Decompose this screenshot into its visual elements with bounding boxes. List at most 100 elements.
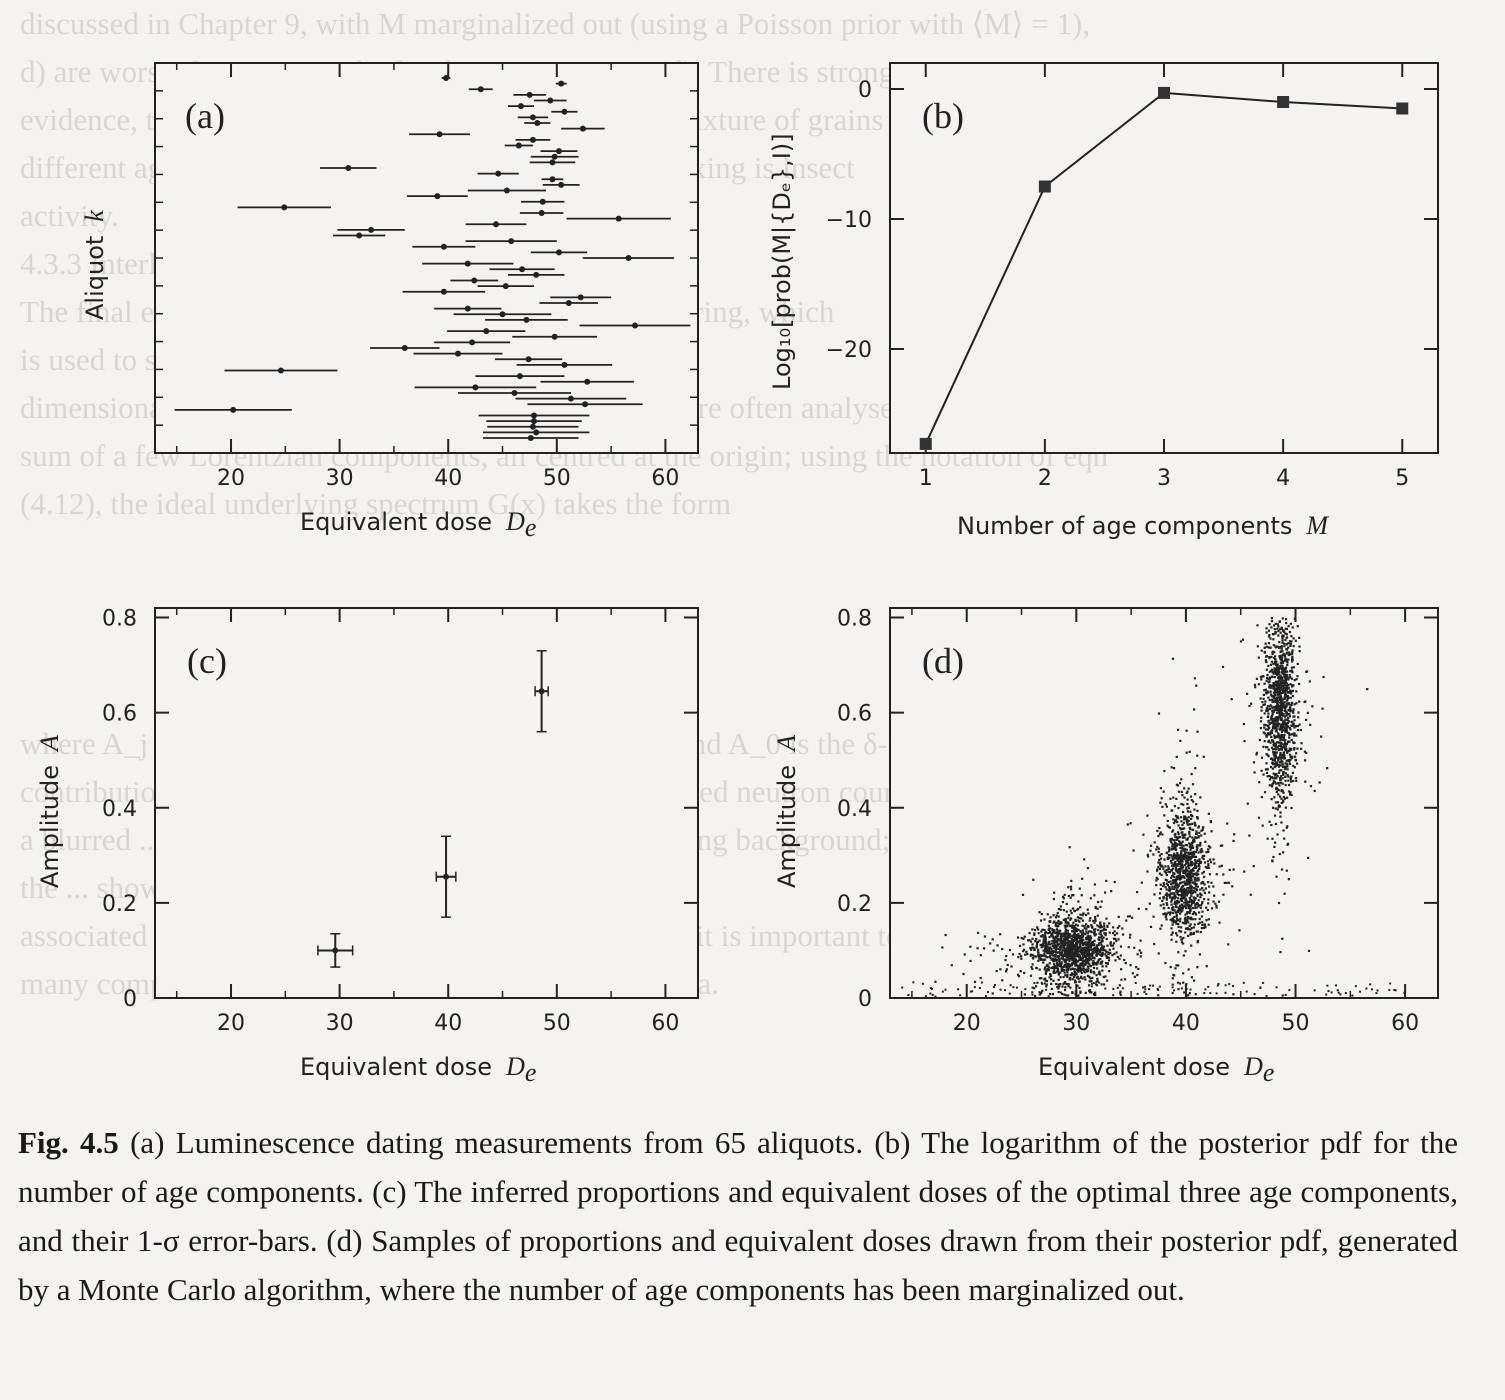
mc-sample <box>1171 986 1174 989</box>
mc-sample <box>1308 680 1311 683</box>
mc-sample <box>1283 765 1287 768</box>
mc-sample <box>1074 962 1078 966</box>
mc-sample <box>1069 957 1072 960</box>
mc-sample <box>1075 938 1078 942</box>
mc-sample <box>1276 808 1279 811</box>
mc-sample <box>1113 930 1116 933</box>
mc-sample <box>1269 693 1273 696</box>
mc-sample <box>1088 919 1091 922</box>
mc-sample <box>1173 989 1176 992</box>
mc-sample <box>1295 779 1298 783</box>
mc-sample <box>1176 859 1179 862</box>
mc-sample <box>1088 939 1092 942</box>
mc-sample <box>1096 924 1099 927</box>
mc-sample <box>1176 853 1179 857</box>
mc-sample <box>1184 889 1187 892</box>
mc-sample <box>1041 989 1044 992</box>
mc-sample <box>1175 887 1178 890</box>
mc-sample <box>1278 756 1281 759</box>
mc-sample <box>1071 907 1075 910</box>
mc-sample <box>1271 726 1275 729</box>
mc-sample <box>1204 926 1207 929</box>
mc-sample <box>1266 746 1269 749</box>
aliquot-point <box>549 176 556 183</box>
mc-sample <box>1156 877 1159 881</box>
mc-sample <box>1065 950 1068 953</box>
mc-sample <box>1171 908 1174 911</box>
mc-sample <box>1194 918 1197 921</box>
mc-sample <box>1275 689 1278 692</box>
mc-sample <box>1080 967 1083 970</box>
mc-sample <box>1105 954 1108 958</box>
mc-sample <box>1045 979 1049 983</box>
mc-sample <box>1196 847 1199 850</box>
mc-sample <box>1196 966 1199 969</box>
mc-sample <box>1186 892 1189 895</box>
mc-sample <box>1198 858 1201 861</box>
mc-sample <box>1197 859 1201 862</box>
mc-sample <box>1115 951 1118 954</box>
mc-sample <box>1049 956 1052 960</box>
mc-sample <box>1042 940 1045 943</box>
mc-sample <box>1171 864 1174 867</box>
x-tick-label: 60 <box>651 466 679 491</box>
mc-sample <box>1282 629 1285 633</box>
mc-sample <box>1278 715 1281 719</box>
mc-sample <box>1195 879 1198 882</box>
mc-sample <box>1085 928 1088 931</box>
mc-sample <box>1274 753 1277 756</box>
mc-sample <box>1284 627 1287 630</box>
mc-sample <box>1193 808 1196 811</box>
mc-sample <box>1178 862 1181 865</box>
mc-sample <box>1164 893 1167 896</box>
mc-sample <box>1274 680 1277 683</box>
mc-sample <box>1124 962 1127 965</box>
mc-sample <box>1025 950 1028 953</box>
mc-sample <box>1040 992 1043 995</box>
mc-sample <box>1074 952 1077 955</box>
mc-sample <box>1202 857 1205 860</box>
mc-sample <box>1284 745 1288 748</box>
mc-sample <box>1221 844 1224 847</box>
mc-sample <box>1279 655 1282 658</box>
mc-sample <box>1067 934 1070 937</box>
mc-sample <box>1285 695 1288 698</box>
mc-sample <box>1055 928 1059 931</box>
mc-sample <box>1060 932 1063 935</box>
mc-sample <box>1277 805 1280 809</box>
mc-sample <box>1281 635 1284 638</box>
posterior-point <box>1038 180 1051 193</box>
aliquot-point <box>436 131 443 138</box>
mc-sample <box>1180 851 1183 854</box>
mc-sample <box>1280 701 1284 704</box>
mc-sample <box>1186 790 1189 793</box>
mc-sample <box>1093 921 1096 924</box>
mc-sample <box>1291 626 1294 629</box>
aliquot-point <box>549 159 556 166</box>
mc-sample <box>1265 771 1269 774</box>
mc-sample <box>1038 968 1041 971</box>
mc-sample <box>1063 924 1066 927</box>
mc-sample <box>1087 925 1090 929</box>
mc-sample <box>1095 950 1099 953</box>
mc-sample <box>1224 984 1227 987</box>
mc-sample <box>1287 658 1290 661</box>
mc-sample <box>1061 951 1064 954</box>
mc-sample <box>1277 789 1280 792</box>
mc-sample <box>1299 728 1302 732</box>
mc-sample <box>1260 769 1263 772</box>
mc-sample <box>1197 879 1200 882</box>
mc-sample <box>1282 773 1285 776</box>
mc-sample <box>1281 685 1284 688</box>
mc-sample <box>1185 874 1188 877</box>
mc-sample <box>1202 881 1205 885</box>
mc-sample <box>1187 852 1190 855</box>
mc-sample <box>1088 975 1091 979</box>
mc-sample <box>1187 874 1190 877</box>
mc-sample <box>1043 968 1046 971</box>
mc-sample <box>1186 798 1189 801</box>
mc-sample <box>1193 855 1196 859</box>
mc-sample <box>1287 703 1291 706</box>
mc-sample <box>1215 904 1218 907</box>
panel-b-ylabel: Log₁₀[prob(M|{Dₑ},I)] <box>768 133 796 390</box>
